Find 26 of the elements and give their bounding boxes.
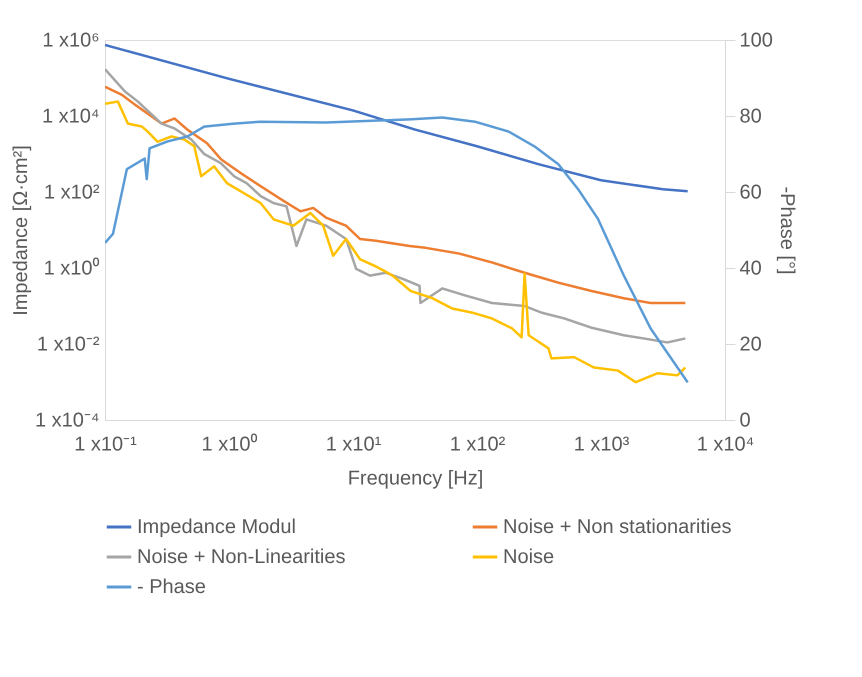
legend-label: Noise + Non-Linearities xyxy=(137,546,346,568)
legend-label: Impedance Modul xyxy=(137,516,296,538)
y2-axis-title: -Phase [°] xyxy=(776,186,798,275)
x-tick-label: 1 x10⁴ xyxy=(696,434,754,456)
legend-label: Noise + Non stationarities xyxy=(503,516,732,538)
y-tick-label: 1 x10⁴ xyxy=(42,106,100,128)
y-tick-label: 1 x10⁻⁴ xyxy=(34,410,100,432)
y-tick-label: 1 x10² xyxy=(44,182,100,204)
y2-tick-label: 0 xyxy=(740,410,751,432)
x-tick-label: 1 x10⁻¹ xyxy=(74,434,138,456)
legend-label: - Phase xyxy=(137,576,206,598)
y2-tick-label: 100 xyxy=(740,30,773,52)
y-tick-label: 1 x10⁻² xyxy=(36,334,100,356)
y2-tick-label: 60 xyxy=(740,182,762,204)
y-tick-label: 1 x10⁶ xyxy=(42,30,100,52)
legend-label: Noise xyxy=(503,546,554,568)
x-tick-label: 1 x10⁰ xyxy=(202,432,258,456)
y2-tick-label: 80 xyxy=(740,106,762,128)
y-axis-title: Impedance [Ω·cm²] xyxy=(10,145,32,316)
y2-tick-label: 40 xyxy=(740,258,762,280)
y2-tick-label: 20 xyxy=(740,334,762,356)
x-tick-label: 1 x10³ xyxy=(574,434,630,456)
x-tick-label: 1 x10² xyxy=(450,434,506,456)
x-tick-label: 1 x10¹ xyxy=(326,434,382,456)
y-tick-label: 1 x10⁰ xyxy=(44,256,100,280)
x-axis-title: Frequency [Hz] xyxy=(348,468,484,490)
